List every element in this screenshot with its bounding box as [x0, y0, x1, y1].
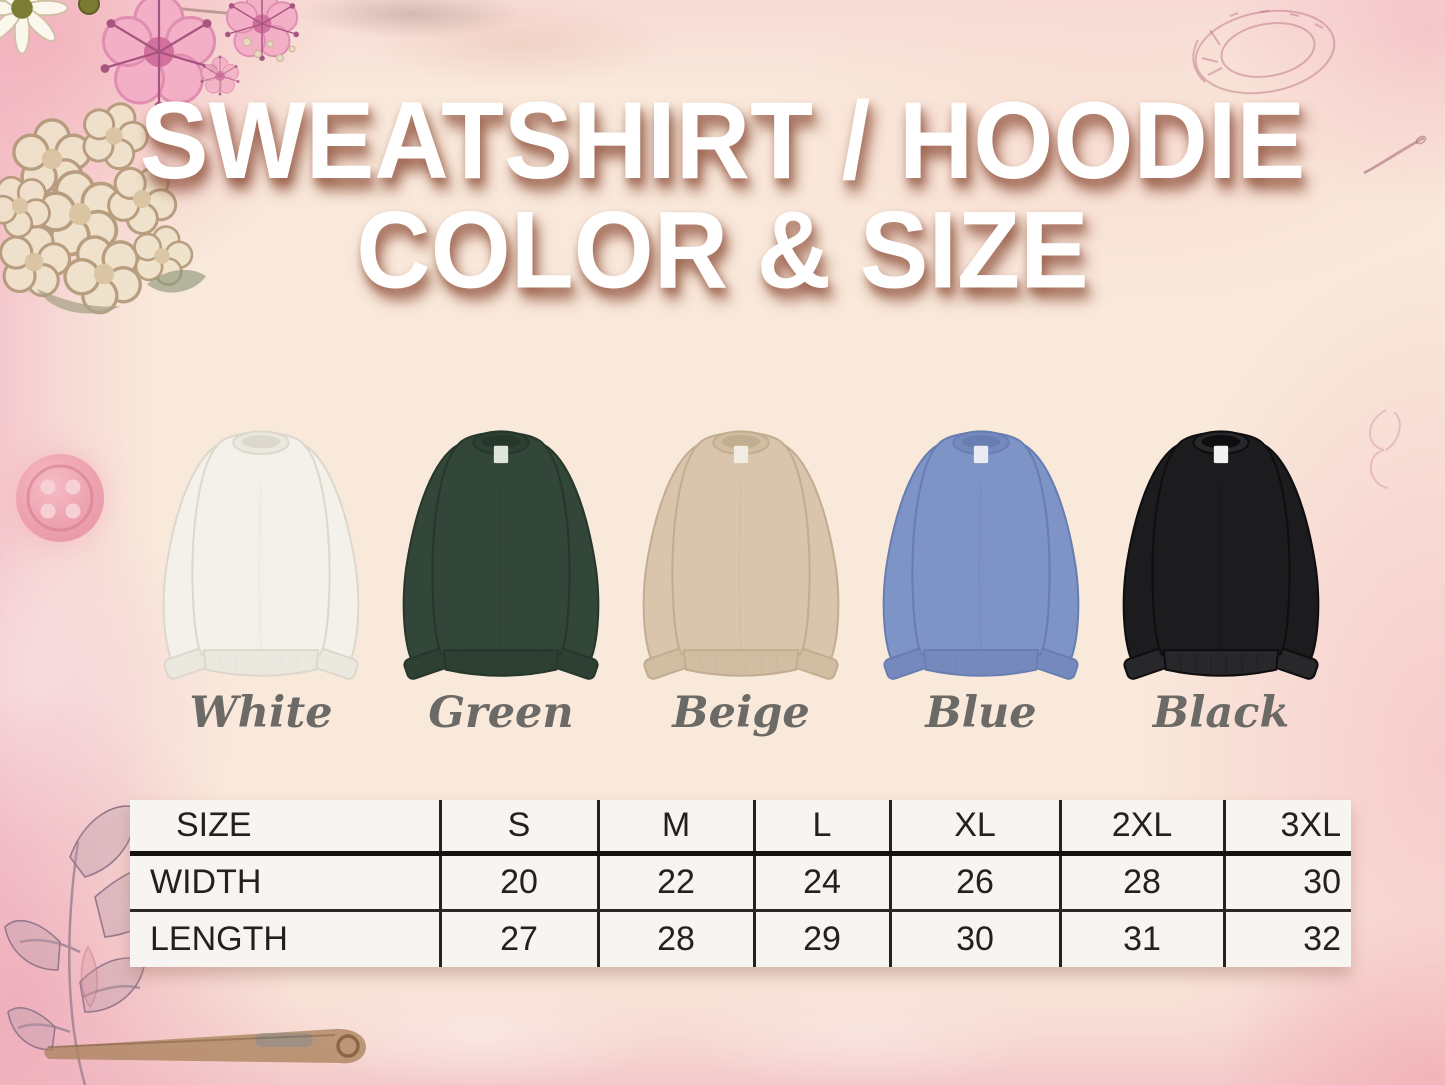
- wooden-stick-icon: [44, 1028, 366, 1064]
- row-label-length: LENGTH: [150, 919, 288, 958]
- product-beige: Beige: [628, 412, 854, 738]
- header-size: SIZE: [130, 800, 440, 856]
- color-label-black: Black: [1152, 688, 1290, 738]
- header-3xl: 3XL: [1222, 800, 1351, 856]
- color-label-white: White: [189, 688, 333, 738]
- width-row: WIDTH 20 22 24 26 28 30: [130, 853, 1351, 912]
- title-line-2: COLOR & SIZE: [356, 188, 1089, 311]
- width-l: 24: [752, 853, 890, 912]
- header-2xl: 2XL: [1058, 800, 1224, 856]
- color-options-row: White Green Beige Blue Black: [148, 412, 1334, 738]
- header-s: S: [438, 800, 598, 856]
- brooch-sketch-icon: [1192, 9, 1336, 95]
- width-m: 22: [596, 853, 754, 912]
- title-line-1: SWEATSHIRT / HOODIE: [139, 79, 1306, 202]
- size-table: SIZE S M L XL 2XL 3XL WIDTH 20 22 24 26 …: [130, 800, 1351, 967]
- beige-sweatshirt-image: [628, 412, 854, 688]
- row-label-width: WIDTH: [130, 853, 440, 912]
- header-l: L: [752, 800, 890, 856]
- blue-sweatshirt-image: [868, 412, 1094, 688]
- length-3xl: 32: [1222, 910, 1351, 967]
- length-2xl: 31: [1058, 910, 1224, 967]
- product-green: Green: [388, 412, 614, 738]
- needle-sketch-icon: [1363, 135, 1427, 175]
- floral-cluster-icon: [0, 0, 300, 324]
- length-s: 27: [438, 910, 598, 967]
- header-xl: XL: [888, 800, 1060, 856]
- width-2xl: 28: [1058, 853, 1224, 912]
- color-label-green: Green: [428, 688, 574, 738]
- color-label-beige: Beige: [672, 688, 810, 738]
- flower-doodle-icon: [1369, 409, 1401, 489]
- length-row: LENGTH 27 28 29 30 31 32: [130, 910, 1351, 967]
- black-sweatshirt-image: [1108, 412, 1334, 688]
- pink-button-icon: [16, 454, 104, 542]
- size-table-header-row: SIZE S M L XL 2XL 3XL: [130, 800, 1351, 856]
- width-s: 20: [438, 853, 598, 912]
- length-xl: 30: [888, 910, 1060, 967]
- length-l: 29: [752, 910, 890, 967]
- width-xl: 26: [888, 853, 1060, 912]
- size-chart: SIZE S M L XL 2XL 3XL WIDTH 20 22 24 26 …: [130, 800, 1351, 967]
- header-m: M: [596, 800, 754, 856]
- product-black: Black: [1108, 412, 1334, 738]
- product-white: White: [148, 412, 374, 738]
- white-sweatshirt-image: [148, 412, 374, 688]
- product-blue: Blue: [868, 412, 1094, 738]
- width-3xl: 30: [1222, 853, 1351, 912]
- green-sweatshirt-image: [388, 412, 614, 688]
- color-label-blue: Blue: [925, 688, 1037, 738]
- page-title: SWEATSHIRT / HOODIE COLOR & SIZE: [0, 86, 1445, 304]
- length-m: 28: [596, 910, 754, 967]
